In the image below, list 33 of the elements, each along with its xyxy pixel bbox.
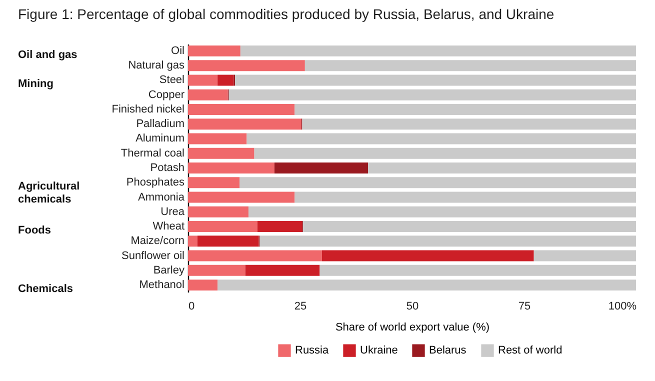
text: Chemicals xyxy=(18,283,74,296)
y-tick-label: Wheat xyxy=(152,220,184,233)
x-tick-label: 100% xyxy=(608,300,637,312)
y-tick-label: Urea xyxy=(160,206,186,218)
y-tick-label: Palladium xyxy=(136,118,184,130)
x-tick-label: 25 xyxy=(294,300,307,312)
text: Foods xyxy=(18,224,51,237)
text: Agricultural chemicals xyxy=(18,180,80,206)
text: Oil and gas xyxy=(18,48,78,61)
chart-title: Figure 1: Percentage of global commodities produced by Russia, Belarus, and Ukraine xyxy=(18,6,554,22)
y-tick-label: Finished nickel xyxy=(112,103,184,116)
x-tick-label: 50 xyxy=(406,300,419,312)
legend-label: Russia xyxy=(295,344,330,357)
x-axis-title: Share of world export value (%) xyxy=(335,322,490,334)
legend-label: Ukraine xyxy=(360,344,398,357)
x-tick-label: 75 xyxy=(518,300,531,312)
y-tick-label: Maize/corn xyxy=(130,235,184,248)
y-tick-label: Ammonia xyxy=(138,191,186,204)
text: Mining xyxy=(18,78,54,90)
y-tick-label: Oil xyxy=(171,44,184,57)
y-tick-label: Sunflower oil xyxy=(122,250,184,262)
y-tick-label: Methanol xyxy=(139,279,184,292)
x-tick-label: 0 xyxy=(188,300,195,312)
y-tick-label: Steel xyxy=(159,74,184,86)
y-tick-label: Barley xyxy=(153,264,185,276)
y-tick-label: Phosphates xyxy=(126,176,185,189)
y-tick-label: Copper xyxy=(148,88,185,101)
y-tick-label: Potash xyxy=(150,162,184,174)
y-tick-label: Thermal coal xyxy=(120,147,184,160)
legend-label: Rest of world xyxy=(498,344,562,357)
legend-label: Belarus xyxy=(429,344,467,357)
y-tick-label: Natural gas xyxy=(128,60,185,72)
y-tick-label: Aluminum xyxy=(136,132,184,145)
